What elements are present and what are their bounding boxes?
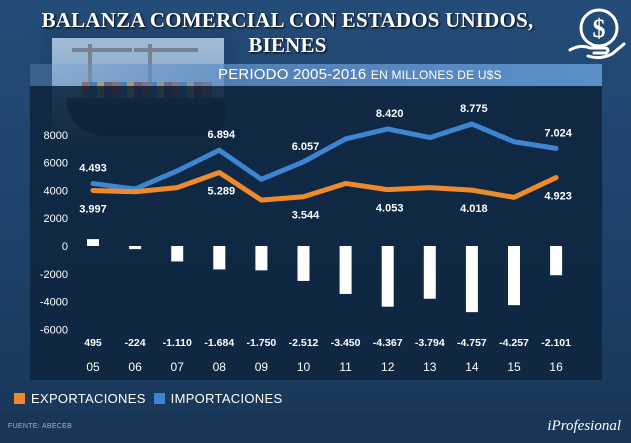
- imports-value-label: 6.894: [208, 129, 236, 141]
- balance-value-label: -1.110: [163, 337, 192, 349]
- y-tick-label: 2000: [44, 213, 68, 225]
- x-tick-label: 07: [171, 360, 185, 374]
- balance-value-label: -224: [125, 337, 146, 349]
- balance-bar: [508, 246, 520, 306]
- exports-value-label: 4.053: [376, 203, 404, 215]
- x-tick-label: 14: [465, 360, 479, 374]
- imports-value-label: 8.775: [460, 103, 488, 115]
- legend-item-imports: IMPORTACIONES: [153, 390, 283, 406]
- balance-bar: [87, 239, 99, 246]
- balance-value-label: 495: [84, 337, 102, 349]
- balance-bar: [129, 246, 142, 250]
- balance-value-label: -4.757: [457, 337, 487, 349]
- chart-legend: EXPORTACIONES IMPORTACIONES: [14, 388, 282, 408]
- imports-line: [90, 121, 559, 192]
- x-tick-label: 09: [255, 360, 269, 374]
- chart-subtitle: PERIODO 2005-2016 EN MILLONES DE U$S: [218, 66, 502, 83]
- imports-value-label: 4.493: [79, 163, 107, 175]
- x-tick-label: 15: [507, 360, 521, 374]
- subtitle-unit: EN MILLONES DE U$S: [370, 68, 502, 82]
- page-title: BALANZA COMERCIAL CON ESTADOS UNIDOS, BI…: [41, 8, 534, 57]
- balance-value-label: -2.512: [289, 337, 319, 349]
- data-labels: 495 -224 -1.110 -1.684 -1.750 -2.512 -3.450 -4.…: [79, 103, 573, 349]
- balance-bar: [339, 246, 352, 294]
- chart-panel: [30, 86, 602, 380]
- balance-value-label: -1.684: [204, 337, 234, 349]
- money-hand-icon: $: [568, 8, 626, 60]
- x-tick-label: 12: [381, 360, 395, 374]
- crane-boom: [72, 48, 132, 52]
- y-tick-label: -4000: [40, 297, 68, 309]
- balance-value-label: -1.750: [247, 337, 277, 349]
- y-axis: 8000 6000 4000 2000 0 -2000 -4000 -6000: [40, 130, 68, 337]
- subtitle-period: PERIODO 2005-2016: [218, 66, 367, 83]
- y-tick-label: -6000: [40, 324, 68, 336]
- balance-bar: [255, 246, 268, 271]
- y-tick-label: 4000: [44, 185, 68, 197]
- balance-bar: [423, 246, 436, 299]
- legend-swatch-exports: [14, 392, 25, 404]
- exports-value-label: 3.544: [292, 210, 320, 222]
- y-tick-label: 8000: [44, 130, 68, 142]
- legend-swatch-imports: [153, 392, 165, 404]
- balance-bar: [381, 246, 394, 307]
- imports-value-label: 6.057: [292, 141, 320, 153]
- footer-strip: [0, 412, 631, 443]
- balance-value-label: -3.450: [331, 337, 361, 349]
- x-tick-label: 10: [297, 360, 311, 374]
- balance-bar: [213, 246, 226, 270]
- trade-lines: [90, 121, 559, 203]
- balance-bar: [465, 246, 478, 313]
- x-tick-label: 13: [423, 360, 437, 374]
- y-tick-label: -2000: [40, 269, 68, 281]
- imports-value-label: 7.024: [544, 127, 572, 139]
- balance-bars: [87, 239, 563, 313]
- crane-boom: [134, 48, 198, 52]
- x-axis: 05 06 07 08 09 10 11 12 13 14 15 16: [86, 360, 563, 374]
- x-tick-label: 05: [86, 360, 100, 374]
- x-tick-label: 08: [213, 360, 227, 374]
- exports-value-label: 4.923: [544, 191, 572, 203]
- source-note: FUENTE: ABECEB: [8, 423, 73, 430]
- balance-value-label: -2.101: [541, 337, 571, 349]
- svg-text:$: $: [593, 14, 606, 43]
- brand-logo: iProfesional: [547, 418, 621, 434]
- x-tick-label: 16: [549, 360, 563, 374]
- y-tick-label: 6000: [44, 158, 68, 170]
- balance-value-label: -3.794: [415, 337, 445, 349]
- y-tick-label: 0: [62, 241, 68, 253]
- legend-label-exports: EXPORTACIONES: [31, 390, 146, 406]
- balance-value-label: -4.257: [499, 337, 529, 349]
- subtitle-bar: [30, 64, 602, 86]
- imports-value-label: 8.420: [376, 108, 404, 120]
- exports-value-label: 5.289: [208, 185, 236, 197]
- x-tick-label: 11: [339, 360, 352, 374]
- exports-value-label: 4.018: [460, 203, 488, 215]
- x-tick-label: 06: [128, 360, 142, 374]
- legend-item-exports: EXPORTACIONES: [14, 391, 146, 406]
- exports-value-label: 3.997: [79, 203, 107, 215]
- balance-value-label: -4.367: [373, 337, 403, 349]
- balance-bar: [297, 246, 310, 281]
- exports-line: [90, 169, 559, 203]
- balance-bar: [550, 246, 563, 276]
- balance-bar: [171, 246, 184, 262]
- legend-label-imports: IMPORTACIONES: [170, 390, 283, 406]
